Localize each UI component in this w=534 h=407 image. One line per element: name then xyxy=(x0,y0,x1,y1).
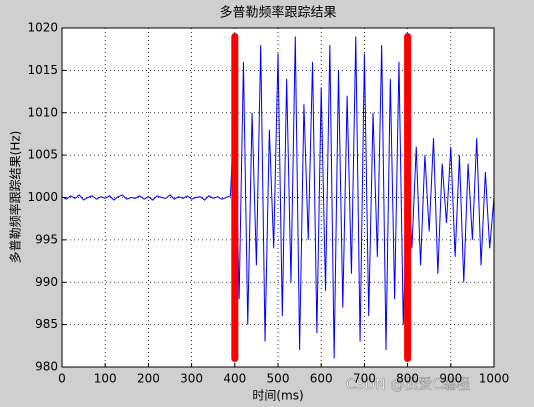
y-axis-label: 多普勒频率跟踪结果(Hz) xyxy=(8,131,23,264)
y-tick-label: 995 xyxy=(35,232,58,246)
chart-title: 多普勒频率跟踪结果 xyxy=(219,5,336,21)
watermark: CSDN @我爱C编程 xyxy=(346,377,470,393)
y-tick-label: 1020 xyxy=(27,21,58,35)
y-tick-label: 1015 xyxy=(27,63,58,77)
y-tick-label: 1000 xyxy=(27,190,58,204)
x-tick-label: 1000 xyxy=(479,372,510,386)
x-tick-label: 600 xyxy=(310,372,333,386)
y-tick-label: 1010 xyxy=(27,105,58,119)
y-tick-label: 990 xyxy=(35,275,58,289)
x-tick-label: 900 xyxy=(439,372,462,386)
x-tick-label: 100 xyxy=(94,372,117,386)
x-tick-label: 300 xyxy=(180,372,203,386)
x-tick-label: 0 xyxy=(58,372,66,386)
x-tick-label: 400 xyxy=(223,372,246,386)
x-tick-label: 200 xyxy=(137,372,160,386)
y-tick-label: 985 xyxy=(35,317,58,331)
x-tick-label: 500 xyxy=(267,372,290,386)
y-tick-label: 1005 xyxy=(27,148,58,162)
y-tick-label: 980 xyxy=(35,360,58,374)
x-tick-label: 800 xyxy=(396,372,419,386)
x-axis-label: 时间(ms) xyxy=(252,389,303,403)
series-line xyxy=(62,36,494,359)
x-tick-label: 700 xyxy=(353,372,376,386)
